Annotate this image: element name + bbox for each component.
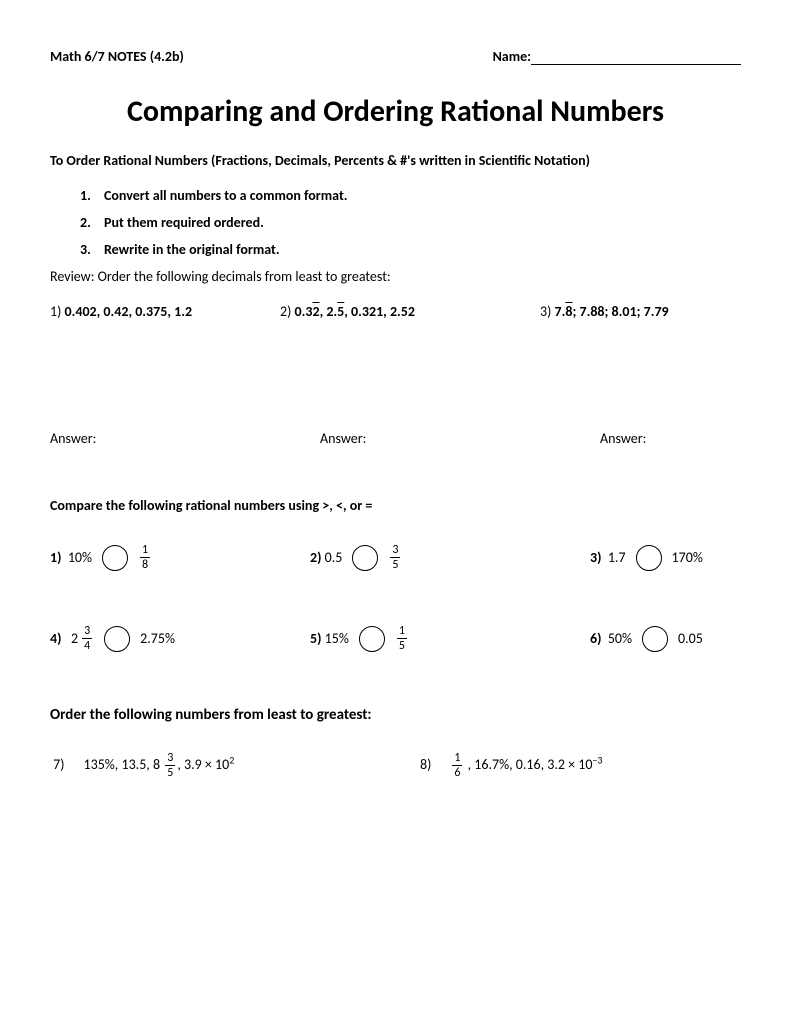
compare-left: 0.5 (325, 549, 343, 566)
problem-number: 6) (590, 630, 601, 647)
problem-number: 1) (50, 549, 61, 566)
fraction: 18 (140, 544, 150, 571)
problem-number: 3) (540, 303, 551, 320)
compare-row-1: 1) 10% 18 2) 0.5 35 3) 1.7 170% (50, 544, 741, 571)
problem-values: 0.402, 0.42, 0.375, 1.2 (65, 303, 193, 320)
answer-label: Answer: (50, 430, 320, 447)
order-heading: Order the following numbers from least t… (50, 706, 741, 724)
compare-left: 50% (608, 630, 632, 647)
compare-problem-5: 5) 15% 15 (310, 625, 590, 652)
compare-problem-3: 3) 1.7 170% (590, 545, 741, 571)
compare-problem-2: 2) 0.5 35 (310, 544, 590, 571)
problem-number: 5) (310, 630, 321, 647)
answer-circle[interactable] (352, 545, 378, 571)
review-problems-row: 1) 0.402, 0.42, 0.375, 1.2 2) 0.32, 2.5,… (50, 303, 741, 320)
name-label: Name: (493, 48, 531, 65)
compare-right: 0.05 (678, 630, 703, 647)
compare-left: 1.7 (608, 549, 626, 566)
compare-problem-6: 6) 50% 0.05 (590, 626, 741, 652)
answer-label: Answer: (600, 430, 741, 447)
fraction: 16 (452, 752, 462, 779)
problem-number: 8) (420, 756, 431, 773)
steps-list: Convert all numbers to a common format. … (94, 187, 741, 258)
problem-number: 1) (50, 303, 61, 320)
fraction: 35 (390, 544, 400, 571)
compare-left: 15% (325, 630, 349, 647)
review-problem-3: 3) 7.8; 7.88; 8.01; 7.79 (540, 303, 669, 320)
compare-problem-1: 1) 10% 18 (50, 544, 310, 571)
order-problem-7: 7) 135%, 13.5, 8 35, 3.9 × 102 (50, 752, 420, 779)
problem-number: 2) (280, 303, 291, 320)
answer-circle[interactable] (636, 545, 662, 571)
review-problem-1: 1) 0.402, 0.42, 0.375, 1.2 (50, 303, 280, 320)
review-instruction: Review: Order the following decimals fro… (50, 268, 741, 285)
problem-number: 3) (590, 549, 601, 566)
compare-right: 2.75% (140, 630, 175, 647)
answer-label: Answer: (320, 430, 600, 447)
answer-circle[interactable] (102, 545, 128, 571)
fraction: 35 (165, 752, 175, 779)
order-problems-row: 7) 135%, 13.5, 8 35, 3.9 × 102 8) 16 , 1… (50, 752, 741, 779)
header-right: Name: (493, 48, 741, 65)
answers-row: Answer: Answer: Answer: (50, 430, 741, 447)
answer-circle[interactable] (642, 626, 668, 652)
problem-values: 0.32, 2.5, 0.321, 2.52 (295, 303, 415, 320)
step-item: Rewrite in the original format. (94, 241, 741, 258)
header-left: Math 6/7 NOTES (4.2b) (50, 48, 184, 65)
review-problem-2: 2) 0.32, 2.5, 0.321, 2.52 (280, 303, 540, 320)
compare-problem-4: 4) 2 34 2.75% (50, 625, 310, 652)
order-values: 16 , 16.7%, 0.16, 3.2 × 10−3 (450, 756, 602, 773)
fraction: 15 (397, 625, 407, 652)
problem-values: 7.8; 7.88; 8.01; 7.79 (555, 303, 669, 320)
fraction: 34 (82, 625, 92, 652)
compare-left: 10% (68, 549, 92, 566)
order-values: 135%, 13.5, 8 35, 3.9 × 102 (84, 756, 235, 773)
page-title: Comparing and Ordering Rational Numbers (50, 93, 741, 130)
problem-number: 7) (53, 756, 64, 773)
answer-circle[interactable] (359, 626, 385, 652)
problem-number: 2) (310, 549, 321, 566)
step-item: Convert all numbers to a common format. (94, 187, 741, 204)
step-item: Put them required ordered. (94, 214, 741, 231)
compare-right: 170% (672, 549, 703, 566)
problem-number: 4) (50, 630, 61, 647)
answer-circle[interactable] (104, 626, 130, 652)
mixed-number: 2 34 (71, 625, 94, 652)
page-header: Math 6/7 NOTES (4.2b) Name: (50, 48, 741, 65)
order-problem-8: 8) 16 , 16.7%, 0.16, 3.2 × 10−3 (420, 752, 741, 779)
name-blank-line (531, 64, 741, 65)
subheading: To Order Rational Numbers (Fractions, De… (50, 152, 741, 169)
compare-row-2: 4) 2 34 2.75% 5) 15% 15 6) 50% 0.05 (50, 625, 741, 652)
compare-heading: Compare the following rational numbers u… (50, 497, 741, 514)
